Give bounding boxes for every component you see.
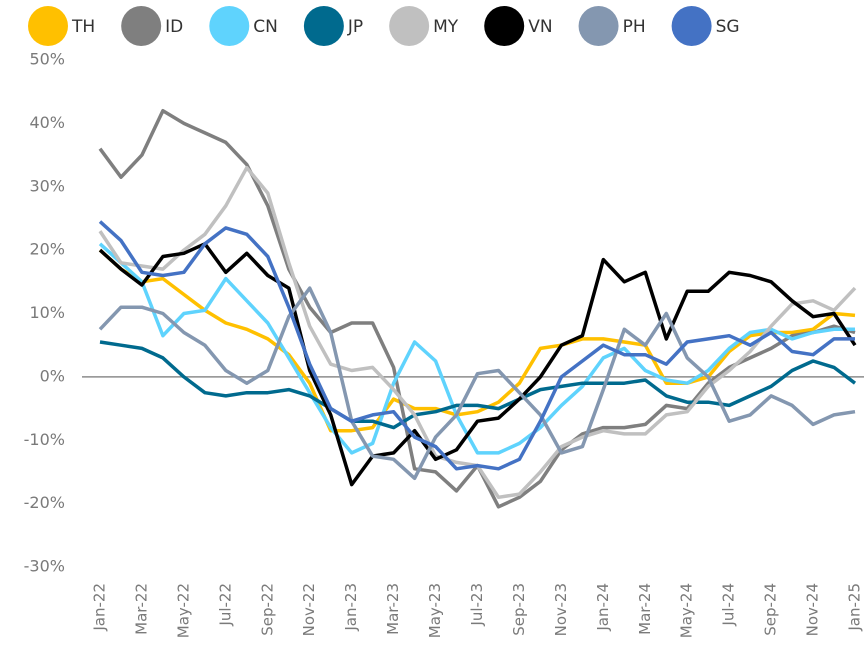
x-tick-label: Jan-22 <box>91 583 109 632</box>
x-tick-label: Jul-23 <box>468 583 486 627</box>
legend-swatch <box>671 6 712 46</box>
legend-label: MY <box>433 17 459 37</box>
y-tick-label: 20% <box>29 240 65 259</box>
legend-swatch <box>121 6 162 46</box>
series-line <box>98 242 855 455</box>
x-tick-label: Nov-22 <box>300 583 318 636</box>
x-tick-label: Nov-23 <box>552 583 570 636</box>
legend-label: ID <box>165 17 183 37</box>
series-line <box>98 165 857 500</box>
x-tick-label: Jan-24 <box>594 583 612 632</box>
x-tick-label: Jan-25 <box>846 583 864 632</box>
y-tick-label: 30% <box>29 176 65 195</box>
x-tick-label: Mar-23 <box>384 583 402 635</box>
series-line <box>98 286 856 481</box>
series-line <box>98 248 856 433</box>
series-line <box>98 220 855 471</box>
legend-swatch <box>303 6 344 46</box>
legend-label: TH <box>71 17 95 37</box>
x-tick-label: Sep-24 <box>762 583 780 636</box>
y-tick-label: -30% <box>24 557 65 576</box>
legend-label: VN <box>528 17 552 37</box>
y-tick-label: 10% <box>29 303 65 322</box>
x-tick-label: Sep-22 <box>258 583 276 636</box>
legend-label: JP <box>347 17 363 37</box>
y-tick-label: 0% <box>40 366 65 385</box>
x-tick-label: Jul-22 <box>216 583 234 627</box>
y-tick-label: -20% <box>24 493 65 512</box>
legend-swatch <box>209 6 250 46</box>
x-tick-label: Jan-23 <box>342 583 360 632</box>
legend-label: PH <box>623 17 646 37</box>
y-tick-label: 40% <box>29 113 65 132</box>
legend-swatch <box>578 6 619 46</box>
legend-swatch <box>28 6 68 46</box>
series-line <box>98 108 856 509</box>
legend-swatch <box>389 6 430 46</box>
x-tick-label: Sep-23 <box>510 583 528 636</box>
series-line <box>98 242 857 487</box>
series-line <box>99 340 857 430</box>
x-tick-label: Jul-24 <box>720 583 738 627</box>
x-tick-label: Mar-22 <box>132 583 150 635</box>
legend-swatch <box>484 6 525 46</box>
x-tick-label: Nov-24 <box>804 583 822 636</box>
legend-label: CN <box>253 17 278 37</box>
x-tick-label: May-23 <box>426 583 444 638</box>
x-tick-label: May-22 <box>174 583 192 638</box>
x-tick-label: May-24 <box>678 583 696 638</box>
x-tick-label: Mar-24 <box>636 583 654 635</box>
y-tick-label: -10% <box>24 430 65 449</box>
legend-label: SG <box>716 17 740 37</box>
y-tick-label: 50% <box>29 50 65 69</box>
